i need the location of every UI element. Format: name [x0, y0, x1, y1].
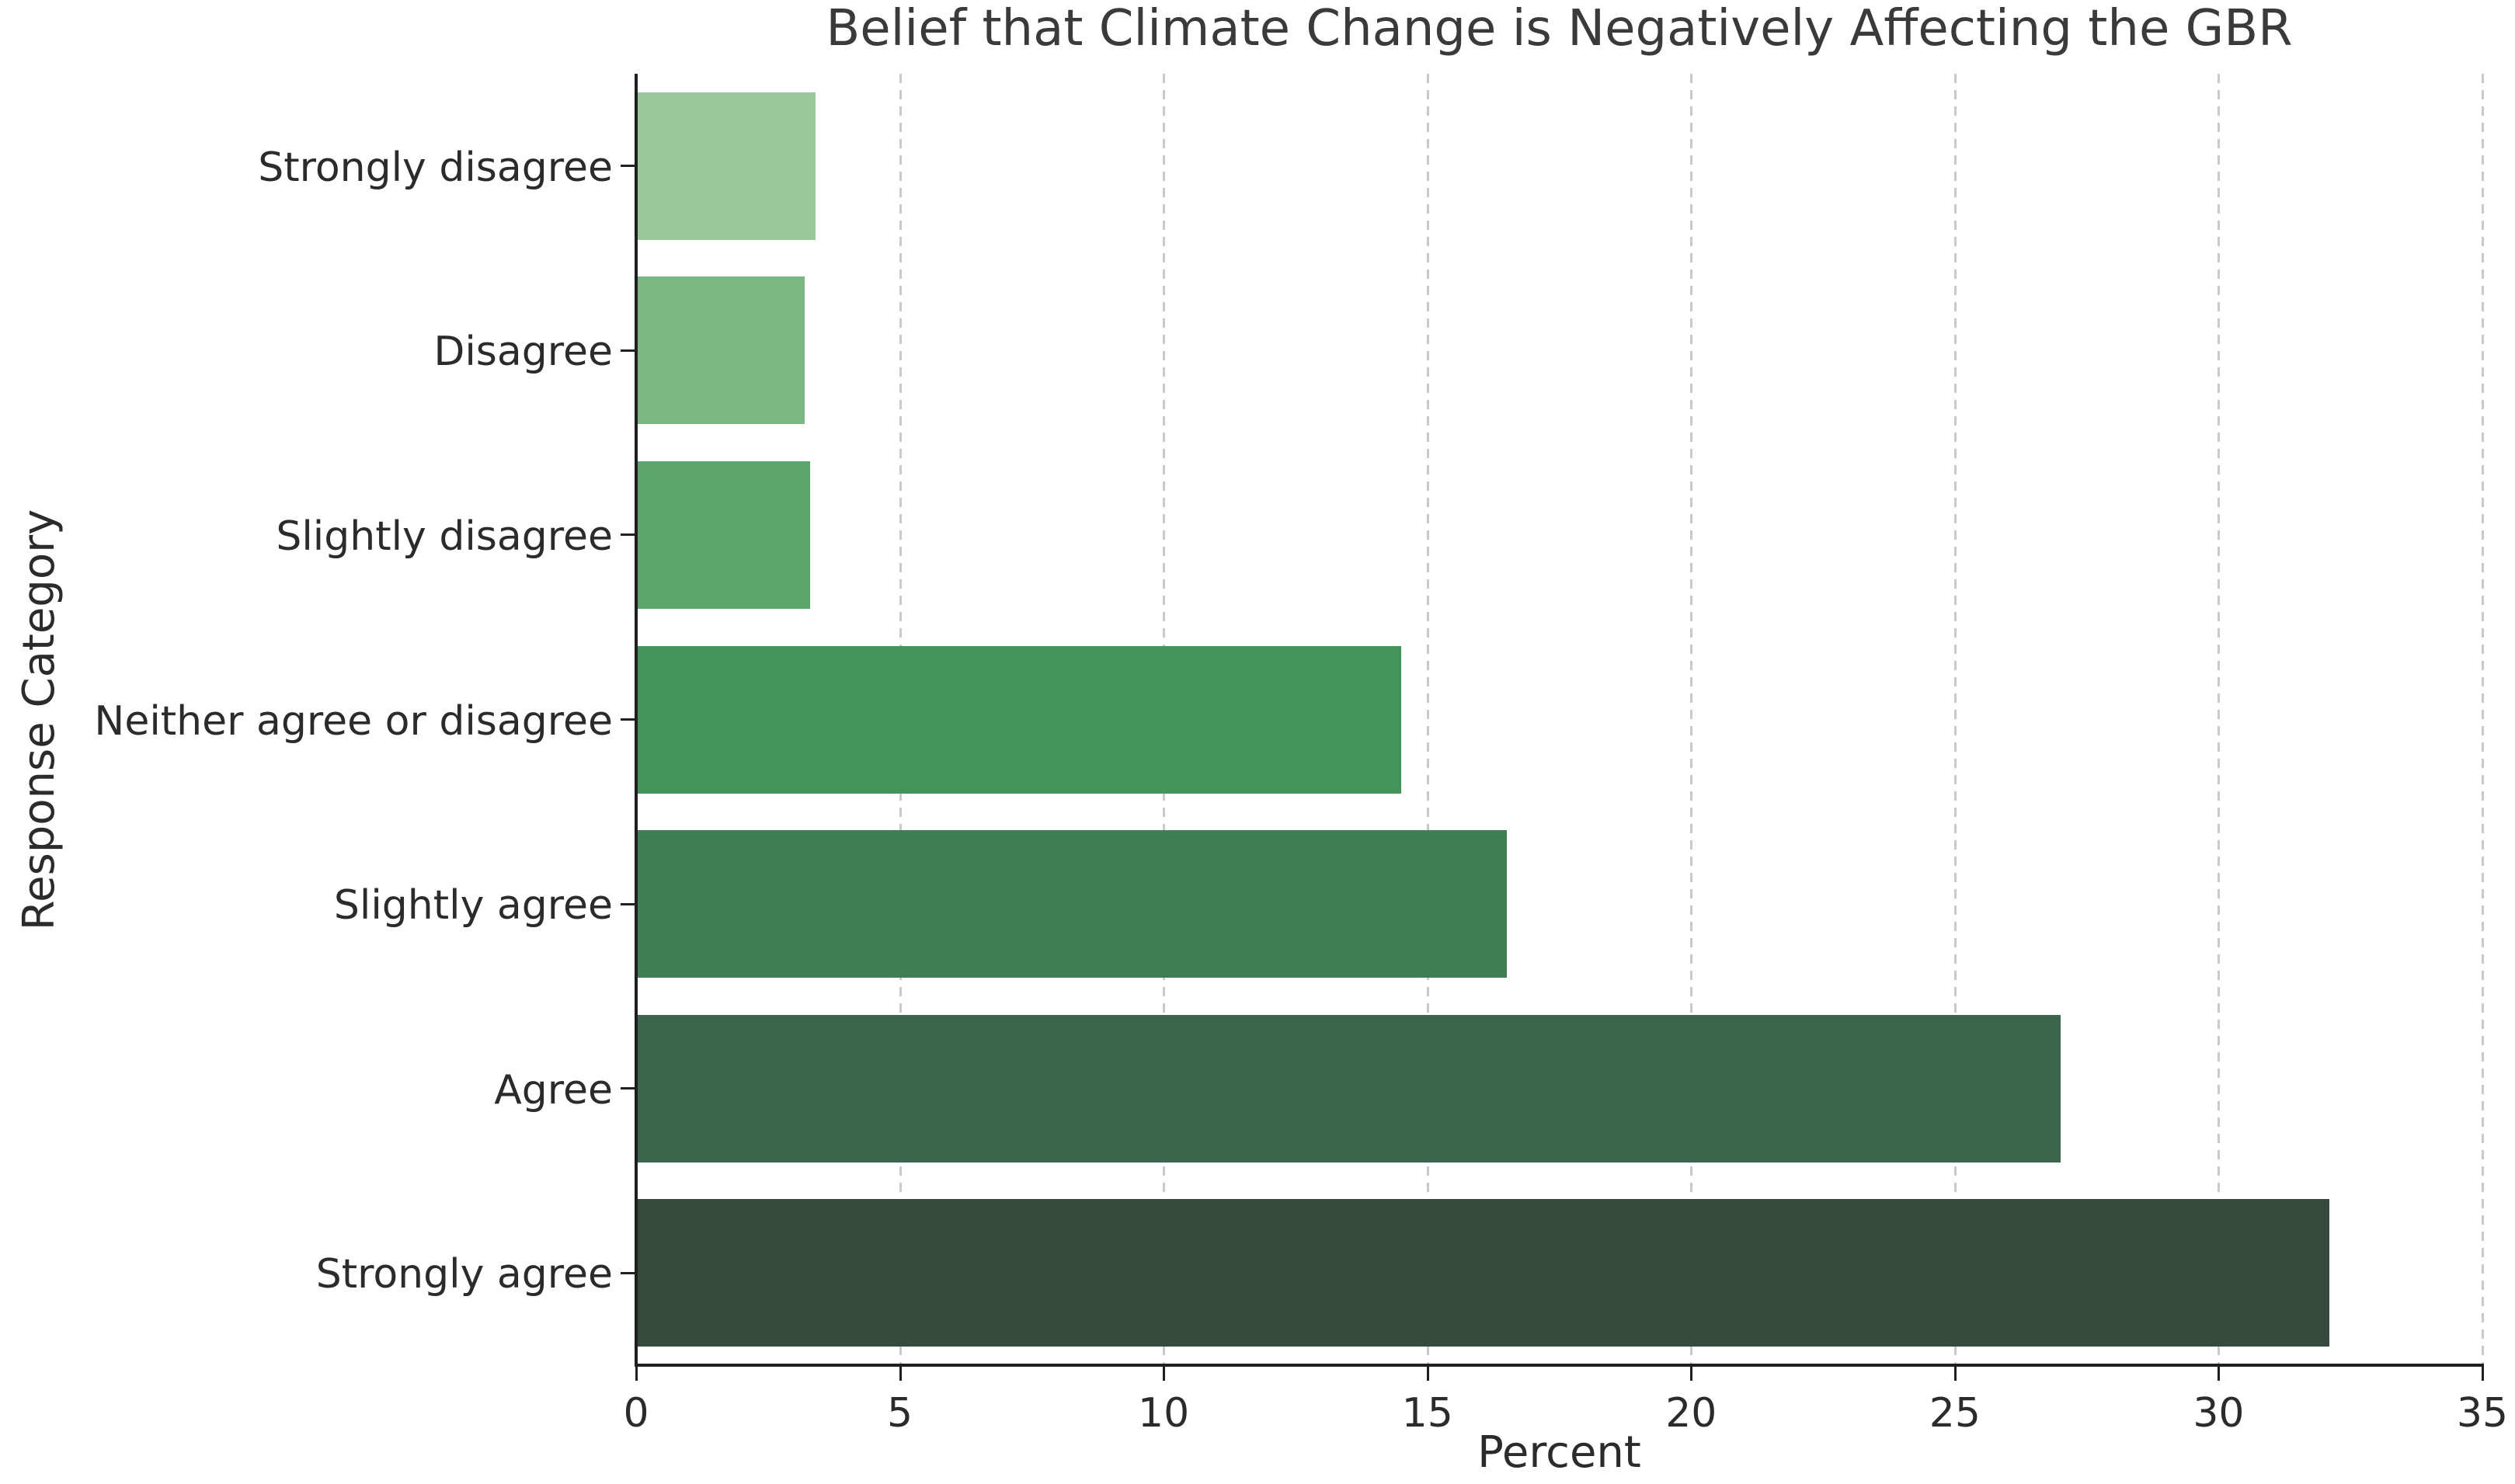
- x-tick-25: [1953, 1367, 1957, 1381]
- y-tick-2: [621, 533, 635, 536]
- x-tick-20: [1690, 1367, 1693, 1381]
- gridline-x-15: [1426, 74, 1429, 1365]
- x-axis-label: Percent: [1477, 1427, 1641, 1478]
- y-tick-label-6: Strongly agree: [315, 1251, 613, 1298]
- y-tick-4: [621, 903, 635, 905]
- x-tick-label-35: 35: [2456, 1390, 2509, 1437]
- x-tick-5: [899, 1367, 902, 1381]
- y-axis-label: Response Category: [14, 509, 64, 930]
- chart-title: Belief that Climate Change is Negatively…: [826, 0, 2293, 57]
- y-tick-label-2: Slightly disagree: [276, 513, 613, 560]
- x-tick-label-30: 30: [2193, 1390, 2245, 1437]
- x-tick-label-25: 25: [1929, 1390, 1981, 1437]
- y-axis-spine: [635, 74, 638, 1367]
- x-tick-label-10: 10: [1138, 1390, 1190, 1437]
- x-tick-label-20: 20: [1665, 1390, 1717, 1437]
- x-tick-label-0: 0: [623, 1390, 649, 1437]
- x-tick-35: [2482, 1367, 2484, 1381]
- y-tick-5: [621, 1087, 635, 1090]
- y-tick-6: [621, 1272, 635, 1274]
- y-tick-label-4: Slightly agree: [333, 882, 613, 929]
- bar-slightly-agree: [636, 830, 1507, 978]
- plot-area: [636, 74, 2484, 1365]
- gridline-x-25: [1953, 74, 1957, 1365]
- y-tick-label-1: Disagree: [433, 328, 613, 375]
- bar-disagree: [636, 276, 805, 424]
- y-tick-label-0: Strongly disagree: [258, 144, 613, 191]
- x-tick-label-5: 5: [887, 1390, 913, 1437]
- y-tick-0: [621, 165, 635, 167]
- x-axis-spine: [635, 1364, 2484, 1367]
- y-tick-label-3: Neither agree or disagree: [94, 698, 613, 745]
- gridline-x-35: [2482, 74, 2484, 1365]
- bar-strongly-disagree: [636, 92, 816, 240]
- x-tick-label-15: 15: [1401, 1390, 1453, 1437]
- y-tick-3: [621, 718, 635, 721]
- y-tick-1: [621, 349, 635, 352]
- bar-slightly-disagree: [636, 461, 810, 609]
- bar-neither-agree-or-disagree: [636, 646, 1401, 794]
- x-tick-15: [1426, 1367, 1429, 1381]
- x-tick-10: [1163, 1367, 1166, 1381]
- bar-agree: [636, 1015, 2061, 1163]
- gridline-x-30: [2218, 74, 2221, 1365]
- bar-strongly-agree: [636, 1199, 2329, 1347]
- gridline-x-20: [1690, 74, 1693, 1365]
- x-tick-0: [635, 1367, 638, 1381]
- y-tick-label-5: Agree: [494, 1067, 613, 1114]
- x-tick-30: [2218, 1367, 2221, 1381]
